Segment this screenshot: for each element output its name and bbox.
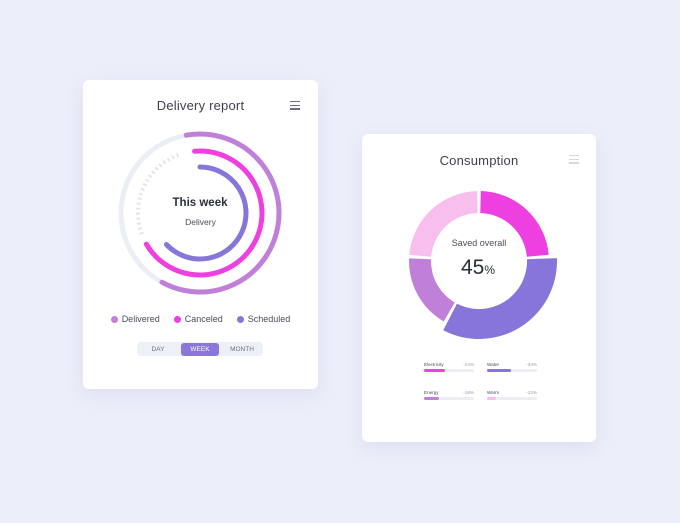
period-selector: DAY WEEK MONTH bbox=[137, 342, 263, 356]
tab-week[interactable]: WEEK bbox=[181, 342, 219, 356]
tab-month[interactable]: MONTH bbox=[230, 345, 254, 353]
stat-percent: -24% bbox=[463, 362, 474, 367]
slice-water bbox=[443, 258, 557, 339]
menu-icon[interactable] bbox=[290, 101, 300, 110]
menu-icon[interactable] bbox=[569, 155, 579, 164]
stat-label: Water bbox=[487, 362, 500, 367]
chart-center-subtitle: Delivery bbox=[185, 217, 216, 227]
chart-center-title: This week bbox=[172, 197, 228, 209]
stat-bar-fill bbox=[424, 369, 445, 372]
consumption-card: Consumption Saved overall 45% Electricit… bbox=[362, 134, 596, 442]
delivery-radial-chart bbox=[118, 131, 282, 295]
stat-water: Water -34% bbox=[487, 362, 537, 372]
saved-percent-unit: % bbox=[484, 263, 496, 277]
stat-bar-fill bbox=[424, 397, 439, 400]
stat-label: Electricity bbox=[424, 362, 444, 367]
stat-bar-fill bbox=[487, 397, 496, 400]
stat-percent: -18% bbox=[463, 390, 474, 395]
ring-dotted-track bbox=[136, 152, 180, 235]
delivery-legend: Delivered Canceled Scheduled bbox=[83, 314, 318, 324]
legend-item-delivered: Delivered bbox=[110, 314, 160, 324]
donut-center-label: Saved overall bbox=[451, 238, 507, 248]
ring-delivered bbox=[159, 131, 282, 295]
ring-scheduled bbox=[163, 164, 249, 262]
consumption-donut-chart bbox=[409, 191, 557, 339]
slice-electricity bbox=[480, 191, 549, 257]
delivery-report-card: Delivery report This week Delivery Deliv… bbox=[83, 80, 318, 389]
legend-item-canceled: Canceled bbox=[173, 314, 223, 324]
stat-percent: -34% bbox=[526, 362, 537, 367]
legend-label: Canceled bbox=[184, 314, 223, 324]
delivery-card-title: Delivery report bbox=[156, 98, 245, 113]
legend-dot bbox=[110, 315, 118, 323]
stat-bar-fill bbox=[487, 369, 511, 372]
stat-label: Energy bbox=[424, 390, 439, 395]
legend-dot bbox=[173, 315, 181, 323]
slice-warm bbox=[409, 191, 478, 257]
donut-center-value: 45% bbox=[360, 256, 596, 280]
tab-day[interactable]: DAY bbox=[151, 345, 165, 353]
legend-dot bbox=[236, 315, 244, 323]
stat-electricity: Electricity -24% bbox=[424, 362, 474, 372]
stat-percent: -12% bbox=[526, 390, 537, 395]
stat-warm: Warm -12% bbox=[487, 390, 537, 400]
ring-canceled bbox=[143, 148, 265, 278]
consumption-card-title: Consumption bbox=[439, 153, 519, 168]
saved-percent-value: 45 bbox=[460, 256, 485, 279]
stat-energy: Energy -18% bbox=[424, 390, 474, 400]
stat-label: Warm bbox=[487, 390, 500, 395]
legend-item-scheduled: Scheduled bbox=[236, 314, 291, 324]
legend-label: Scheduled bbox=[247, 314, 291, 324]
legend-label: Delivered bbox=[121, 314, 160, 324]
slice-energy bbox=[409, 258, 455, 322]
